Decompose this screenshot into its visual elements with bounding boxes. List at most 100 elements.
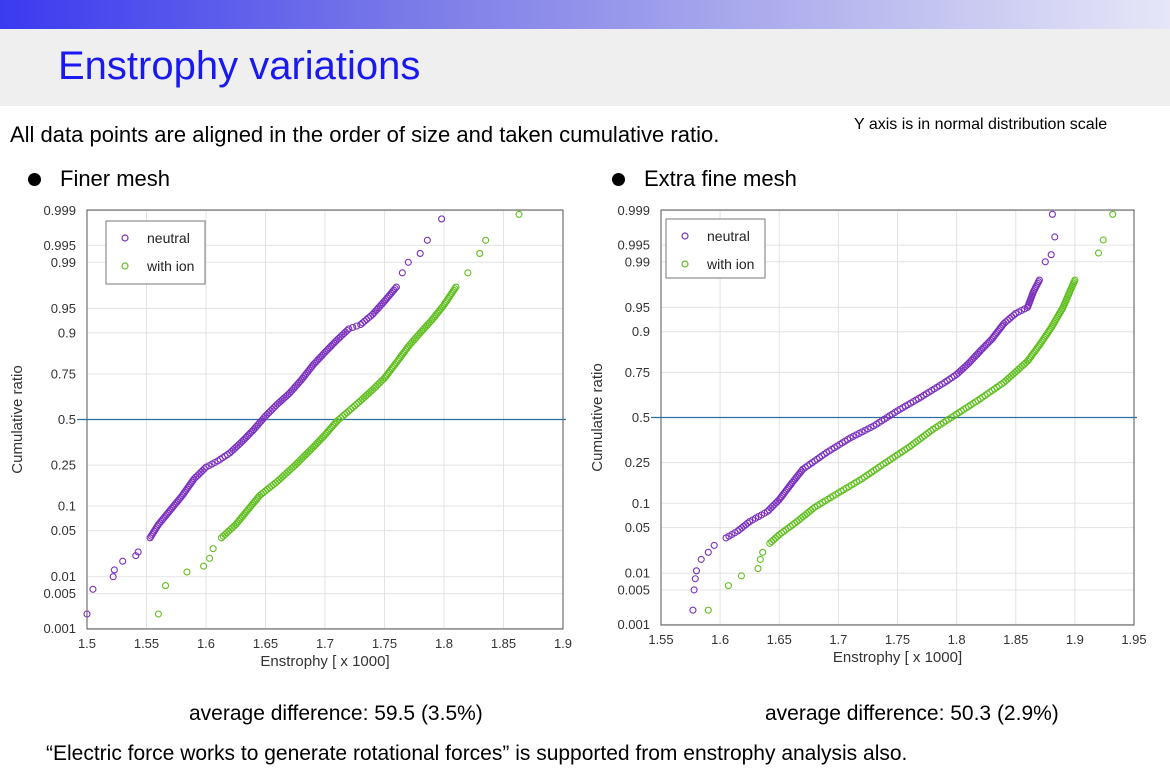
series-neutral: [83, 215, 446, 618]
data-point: [1041, 258, 1049, 266]
data-point: [349, 403, 357, 412]
legend-marker: [121, 262, 129, 270]
data-point: [438, 215, 446, 223]
data-point: [89, 585, 97, 593]
data-point: [110, 566, 118, 574]
y-tick-label: 0.75: [625, 365, 650, 380]
x-tick-label: 1.6: [197, 636, 215, 651]
data-point: [132, 552, 140, 560]
y-tick-label: 0.95: [625, 300, 650, 315]
x-tick-label: 1.75: [885, 632, 910, 647]
footer-conclusion: “Electric force works to generate rotati…: [46, 742, 908, 765]
data-point: [404, 258, 412, 266]
data-point: [1099, 236, 1107, 244]
y-tick-label: 0.001: [617, 617, 650, 632]
legend-marker: [121, 234, 129, 242]
data-point: [206, 554, 214, 562]
x-tick-label: 1.85: [491, 636, 516, 651]
data-point: [1094, 249, 1103, 257]
data-point: [347, 405, 355, 413]
y-tick-label: 0.95: [51, 301, 76, 316]
data-point: [345, 407, 353, 415]
slide-title: Enstrophy variations: [58, 44, 421, 88]
data-point: [391, 285, 399, 293]
y-tick-label: 0.5: [632, 410, 650, 425]
y-tick-label: 0.01: [625, 566, 650, 581]
data-point: [154, 610, 162, 618]
data-point: [351, 402, 359, 410]
x-tick-label: 1.9: [554, 636, 572, 651]
data-point: [464, 269, 472, 277]
y-axis-label: Cumulative ratio: [589, 363, 606, 471]
x-axis-label: Enstrophy [ x 1000]: [833, 649, 962, 666]
data-point: [1071, 276, 1079, 284]
right-heading-label: Extra fine mesh: [644, 166, 797, 191]
data-point: [697, 555, 705, 563]
y-tick-label: 0.05: [51, 523, 76, 538]
legend-label: neutral: [707, 228, 750, 244]
right-heading: Extra fine mesh: [612, 166, 797, 192]
data-point: [423, 236, 431, 244]
data-point: [134, 548, 142, 556]
data-point: [771, 534, 780, 542]
axis-scale-note: Y axis is in normal distribution scale: [854, 116, 1108, 133]
y-tick-label: 0.1: [632, 496, 650, 511]
data-point: [109, 573, 117, 581]
data-point: [353, 400, 361, 408]
left-heading-label: Finer mesh: [60, 166, 171, 191]
data-point: [1109, 210, 1117, 218]
x-tick-label: 1.55: [648, 632, 673, 647]
data-point: [737, 572, 745, 580]
data-point: [451, 285, 459, 293]
y-tick-label: 0.999: [43, 203, 76, 218]
x-tick-label: 1.65: [767, 632, 792, 647]
y-tick-label: 0.005: [43, 586, 76, 601]
right-average-difference: average difference: 50.3 (2.9%): [765, 702, 1059, 725]
x-tick-label: 1.5: [78, 636, 96, 651]
data-point: [452, 283, 460, 291]
data-point: [343, 326, 351, 335]
data-point: [119, 557, 127, 565]
y-tick-label: 0.995: [43, 238, 76, 253]
y-tick-label: 0.01: [51, 569, 76, 584]
legend: neutral with ion: [105, 220, 206, 285]
data-point: [927, 427, 935, 435]
x-tick-label: 1.75: [372, 636, 397, 651]
legend-box: [665, 218, 766, 279]
y-axis-label: Cumulative ratio: [9, 365, 26, 473]
y-tick-label: 0.99: [51, 255, 76, 270]
title-band: [0, 29, 1170, 106]
chart-finer-mesh: 1.5 1.55 1.6 1.65 1.7 1.75 1.8 1.85 1.9 0.001 0.00…: [9, 203, 572, 670]
data-point: [343, 409, 351, 417]
x-tick-label: 1.7: [829, 632, 847, 647]
data-point: [83, 610, 91, 618]
data-point: [482, 236, 490, 244]
legend-label: neutral: [147, 230, 190, 246]
data-point: [756, 555, 764, 563]
data-point: [416, 249, 424, 257]
data-point: [200, 562, 208, 570]
data-point: [690, 586, 698, 594]
legend-marker: [681, 232, 689, 240]
legend-label: with ion: [706, 256, 754, 272]
y-tick-label: 0.1: [58, 499, 76, 514]
data-point: [1048, 210, 1056, 218]
data-point: [704, 548, 712, 556]
y-tick-label: 0.001: [43, 621, 76, 636]
x-tick-label: 1.8: [948, 632, 966, 647]
x-tick-label: 1.7: [316, 636, 334, 651]
data-point: [209, 545, 217, 553]
x-tick-label: 1.9: [1066, 632, 1084, 647]
data-point: [744, 519, 752, 527]
data-point: [515, 210, 523, 218]
y-tick-label: 0.005: [617, 582, 650, 597]
left-heading: Finer mesh: [28, 166, 170, 192]
x-tick-label: 1.85: [1003, 632, 1028, 647]
data-point: [345, 325, 353, 333]
y-tick-label: 0.75: [51, 366, 76, 381]
data-point: [200, 465, 208, 473]
series-with-ion: [704, 210, 1117, 614]
x-tick-label: 1.65: [253, 636, 278, 651]
x-tick-label: 1.6: [711, 632, 729, 647]
x-tick-label: 1.8: [435, 636, 453, 651]
